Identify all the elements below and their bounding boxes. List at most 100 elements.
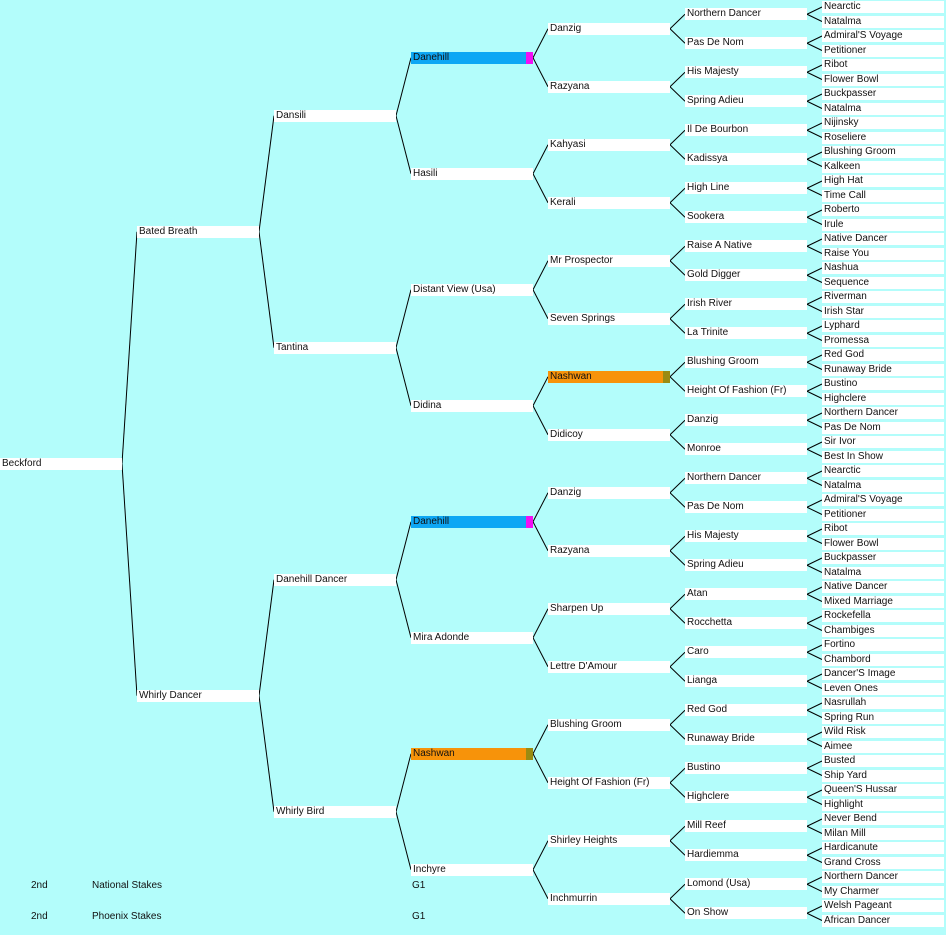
horse-bated-breath[interactable]: Bated Breath (137, 225, 259, 238)
horse-chambiges[interactable]: Chambiges (822, 624, 944, 637)
horse-roseliere[interactable]: Roseliere (822, 131, 944, 144)
horse-natalma[interactable]: Natalma (822, 15, 944, 28)
horse-chambord[interactable]: Chambord (822, 653, 944, 666)
horse-spring-run[interactable]: Spring Run (822, 711, 944, 724)
horse-kerali[interactable]: Kerali (548, 196, 670, 209)
horse-nijinsky[interactable]: Nijinsky (822, 117, 944, 129)
horse-razyana[interactable]: Razyana (548, 80, 670, 93)
horse-his-majesty[interactable]: His Majesty (685, 66, 807, 79)
horse-petitioner[interactable]: Petitioner (822, 508, 944, 521)
horse-natalma[interactable]: Natalma (822, 566, 944, 579)
horse-nashwan[interactable]: Nashwan (411, 747, 533, 760)
horse-pas-de-nom[interactable]: Pas De Nom (685, 501, 807, 514)
horse-danzig[interactable]: Danzig (548, 486, 670, 499)
horse-fortino[interactable]: Fortino (822, 639, 944, 651)
horse-hardiemma[interactable]: Hardiemma (685, 849, 807, 862)
horse-petitioner[interactable]: Petitioner (822, 44, 944, 57)
horse-danehill-dancer[interactable]: Danehill Dancer (274, 573, 396, 586)
horse-sookera[interactable]: Sookera (685, 211, 807, 224)
horse-danzig[interactable]: Danzig (548, 22, 670, 35)
horse-high-hat[interactable]: High Hat (822, 175, 944, 187)
horse-buckpasser[interactable]: Buckpasser (822, 88, 944, 100)
horse-blushing-groom[interactable]: Blushing Groom (685, 356, 807, 369)
horse-height-of-fashion-fr[interactable]: Height Of Fashion (Fr) (548, 776, 670, 789)
horse-hardicanute[interactable]: Hardicanute (822, 842, 944, 854)
horse-best-in-show[interactable]: Best In Show (822, 450, 944, 463)
horse-irish-star[interactable]: Irish Star (822, 305, 944, 318)
horse-mira-adonde[interactable]: Mira Adonde (411, 631, 533, 644)
horse-native-dancer[interactable]: Native Dancer (822, 581, 944, 593)
horse-busted[interactable]: Busted (822, 755, 944, 767)
horse-bustino[interactable]: Bustino (685, 762, 807, 775)
horse-tantina[interactable]: Tantina (274, 341, 396, 354)
horse-bustino[interactable]: Bustino (822, 378, 944, 390)
horse-native-dancer[interactable]: Native Dancer (822, 233, 944, 245)
horse-northern-dancer[interactable]: Northern Dancer (822, 871, 944, 883)
horse-flower-bowl[interactable]: Flower Bowl (822, 537, 944, 550)
horse-lyphard[interactable]: Lyphard (822, 320, 944, 332)
horse-sharpen-up[interactable]: Sharpen Up (548, 602, 670, 615)
horse-northern-dancer[interactable]: Northern Dancer (685, 8, 807, 21)
horse-sequence[interactable]: Sequence (822, 276, 944, 289)
horse-shirley-heights[interactable]: Shirley Heights (548, 834, 670, 847)
horse-blushing-groom[interactable]: Blushing Groom (548, 718, 670, 731)
horse-lomond-usa[interactable]: Lomond (Usa) (685, 878, 807, 891)
horse-riverman[interactable]: Riverman (822, 291, 944, 303)
horse-red-god[interactable]: Red God (685, 704, 807, 717)
horse-roberto[interactable]: Roberto (822, 204, 944, 216)
horse-blushing-groom[interactable]: Blushing Groom (822, 146, 944, 158)
horse-his-majesty[interactable]: His Majesty (685, 530, 807, 543)
horse-runaway-bride[interactable]: Runaway Bride (685, 733, 807, 746)
horse-mill-reef[interactable]: Mill Reef (685, 820, 807, 833)
horse-raise-a-native[interactable]: Raise A Native (685, 240, 807, 253)
horse-dansili[interactable]: Dansili (274, 109, 396, 122)
horse-high-line[interactable]: High Line (685, 182, 807, 195)
horse-african-dancer[interactable]: African Dancer (822, 914, 944, 927)
horse-whirly-dancer[interactable]: Whirly Dancer (137, 689, 259, 702)
horse-admiral-s-voyage[interactable]: Admiral'S Voyage (822, 494, 944, 506)
horse-danehill[interactable]: Danehill (411, 515, 533, 528)
horse-wild-risk[interactable]: Wild Risk (822, 726, 944, 738)
horse-hasili[interactable]: Hasili (411, 167, 533, 180)
horse-flower-bowl[interactable]: Flower Bowl (822, 73, 944, 86)
horse-red-god[interactable]: Red God (822, 349, 944, 361)
horse-mixed-marriage[interactable]: Mixed Marriage (822, 595, 944, 608)
horse-il-de-bourbon[interactable]: Il De Bourbon (685, 124, 807, 137)
horse-monroe[interactable]: Monroe (685, 443, 807, 456)
horse-buckpasser[interactable]: Buckpasser (822, 552, 944, 564)
horse-rocchetta[interactable]: Rocchetta (685, 617, 807, 630)
horse-spring-adieu[interactable]: Spring Adieu (685, 559, 807, 572)
horse-highclere[interactable]: Highclere (822, 392, 944, 405)
horse-nearctic[interactable]: Nearctic (822, 465, 944, 477)
horse-danzig[interactable]: Danzig (685, 414, 807, 427)
horse-time-call[interactable]: Time Call (822, 189, 944, 202)
horse-lettre-d-amour[interactable]: Lettre D'Amour (548, 660, 670, 673)
horse-queen-s-hussar[interactable]: Queen'S Hussar (822, 784, 944, 796)
horse-inchmurrin[interactable]: Inchmurrin (548, 892, 670, 905)
horse-nasrullah[interactable]: Nasrullah (822, 697, 944, 709)
horse-runaway-bride[interactable]: Runaway Bride (822, 363, 944, 376)
horse-nashua[interactable]: Nashua (822, 262, 944, 274)
horse-admiral-s-voyage[interactable]: Admiral'S Voyage (822, 30, 944, 42)
horse-irule[interactable]: Irule (822, 218, 944, 231)
horse-la-trinite[interactable]: La Trinite (685, 327, 807, 340)
horse-leven-ones[interactable]: Leven Ones (822, 682, 944, 695)
horse-irish-river[interactable]: Irish River (685, 298, 807, 311)
horse-pas-de-nom[interactable]: Pas De Nom (822, 421, 944, 434)
horse-raise-you[interactable]: Raise You (822, 247, 944, 260)
horse-dancer-s-image[interactable]: Dancer'S Image (822, 668, 944, 680)
horse-spring-adieu[interactable]: Spring Adieu (685, 95, 807, 108)
horse-promessa[interactable]: Promessa (822, 334, 944, 347)
horse-kahyasi[interactable]: Kahyasi (548, 138, 670, 151)
horse-gold-digger[interactable]: Gold Digger (685, 269, 807, 282)
horse-seven-springs[interactable]: Seven Springs (548, 312, 670, 325)
horse-pas-de-nom[interactable]: Pas De Nom (685, 37, 807, 50)
horse-ribot[interactable]: Ribot (822, 523, 944, 535)
horse-beckford[interactable]: Beckford (0, 457, 122, 470)
horse-didina[interactable]: Didina (411, 399, 533, 412)
horse-danehill[interactable]: Danehill (411, 51, 533, 64)
horse-didicoy[interactable]: Didicoy (548, 428, 670, 441)
horse-highclere[interactable]: Highclere (685, 791, 807, 804)
horse-on-show[interactable]: On Show (685, 907, 807, 920)
horse-my-charmer[interactable]: My Charmer (822, 885, 944, 898)
